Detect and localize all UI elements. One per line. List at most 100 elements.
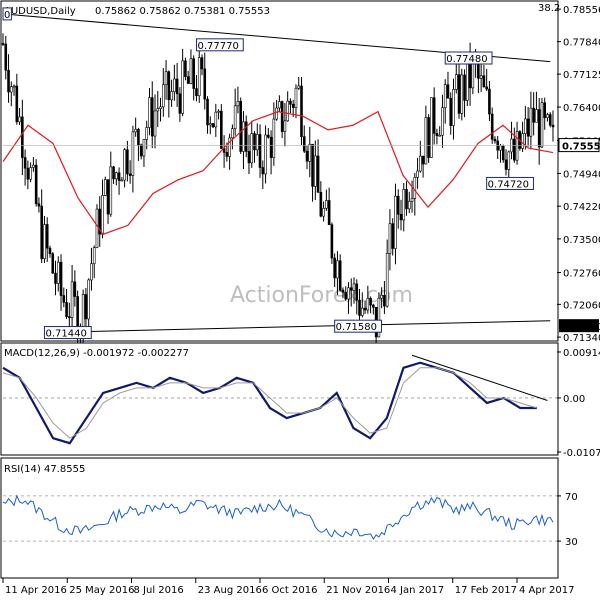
candle-body	[206, 98, 209, 126]
candle-body	[142, 139, 146, 157]
macd-pane	[0, 342, 559, 456]
price-label: 0.71580	[334, 319, 382, 333]
x-tick-label: 4 Apr 2017	[519, 585, 574, 596]
candle-body	[355, 283, 359, 301]
candle-body	[65, 302, 68, 317]
x-tick-label: 11 Apr 2016	[5, 585, 67, 596]
candle-body	[513, 138, 516, 161]
candle-body	[239, 101, 242, 152]
rsi-y-axis: 70 30	[557, 492, 578, 548]
candle-body	[421, 155, 425, 165]
macd-marks	[2, 354, 557, 445]
price-label: 0.71440	[43, 326, 92, 340]
price-label-box	[43, 326, 92, 340]
candle-body	[427, 117, 430, 158]
last-price-text: 0.75553	[562, 142, 600, 153]
candle-body	[40, 205, 43, 259]
candle-body	[322, 207, 325, 217]
candle-body	[244, 121, 248, 152]
candle-body	[106, 179, 110, 215]
candle-body	[388, 223, 392, 254]
x-tick-label: 6 Oct 2016	[262, 585, 317, 596]
candle-body	[432, 97, 436, 134]
candle-body	[452, 89, 455, 126]
candle-body	[131, 131, 135, 176]
price-label-text: 0.77770	[197, 41, 238, 52]
price-label: 0.74720	[486, 176, 534, 190]
y-tick-label: -0.01075	[563, 448, 600, 459]
candle-body	[92, 247, 96, 265]
x-tick-label: 25 May 2016	[69, 585, 134, 596]
macd-y-axis: 0.009144 0.00 -0.01075	[557, 348, 600, 459]
candle-body	[377, 297, 381, 338]
rsi-line	[2, 494, 554, 541]
x-tick-label: 4 Jan 2017	[391, 585, 445, 596]
candle-body	[255, 134, 259, 151]
candle-body	[454, 74, 458, 90]
candle-body	[184, 60, 187, 77]
candle-body	[272, 118, 276, 158]
candle-body	[275, 107, 278, 120]
candle-body	[402, 189, 406, 221]
candle-body	[457, 74, 461, 114]
rsi-title: RSI(14) 47.8555	[4, 464, 85, 475]
moving-average-line	[2, 110, 554, 236]
candle-body	[316, 155, 320, 193]
price-label: 0	[2, 7, 12, 21]
candle-body	[145, 127, 149, 140]
candle-body	[369, 298, 372, 306]
candle-body	[352, 283, 356, 291]
candle-body	[123, 149, 126, 181]
candle-body	[247, 151, 251, 164]
candle-body	[524, 118, 527, 134]
x-tick-label: 17 Feb 2017	[455, 585, 517, 596]
candle-body	[416, 170, 419, 178]
candle-body	[54, 272, 57, 284]
candle-body	[62, 295, 66, 303]
candle-body	[253, 133, 256, 151]
candle-body	[441, 107, 444, 136]
price-label-box	[444, 51, 493, 65]
candle-body	[261, 167, 265, 175]
candle-body	[233, 105, 237, 129]
date-axis: 11 Apr 2016 25 May 2016 8 Jul 2016 23 Aug 2…	[2, 578, 574, 596]
candle-body	[217, 110, 220, 113]
trendline-lower	[44, 320, 551, 334]
x-tick-label: 21 Nov 2016	[326, 585, 390, 596]
price-label-text: 0	[4, 10, 10, 21]
price-label-text: 0.74720	[488, 179, 529, 190]
price-label: 0.77770	[195, 38, 244, 52]
candle-body	[383, 294, 386, 307]
candle-body	[485, 86, 488, 90]
candle-body	[128, 173, 132, 176]
candle-body	[15, 85, 19, 123]
candle-body	[98, 208, 102, 235]
y-tick-label: 0.77125	[563, 70, 600, 81]
candle-body	[150, 97, 154, 137]
candle-body	[32, 164, 35, 168]
candle-body	[208, 123, 212, 126]
candle-body	[300, 85, 303, 137]
candle-body	[291, 103, 295, 108]
candle-body	[101, 195, 104, 235]
candle-body	[173, 78, 176, 92]
candle-body	[23, 157, 27, 169]
candle-body	[220, 110, 223, 149]
candle-body	[413, 176, 417, 199]
candle-body	[430, 97, 433, 158]
candle-body	[112, 166, 115, 180]
corner-value: 38.2	[538, 3, 560, 14]
price-label-text: 0.77480	[446, 54, 487, 65]
candle-body	[319, 192, 323, 217]
candle-body	[258, 134, 262, 168]
candle-body	[297, 85, 301, 89]
candle-body	[48, 247, 52, 255]
candle-body	[540, 102, 544, 148]
y-tick-label: 30	[565, 537, 578, 548]
candle-body	[532, 107, 535, 123]
